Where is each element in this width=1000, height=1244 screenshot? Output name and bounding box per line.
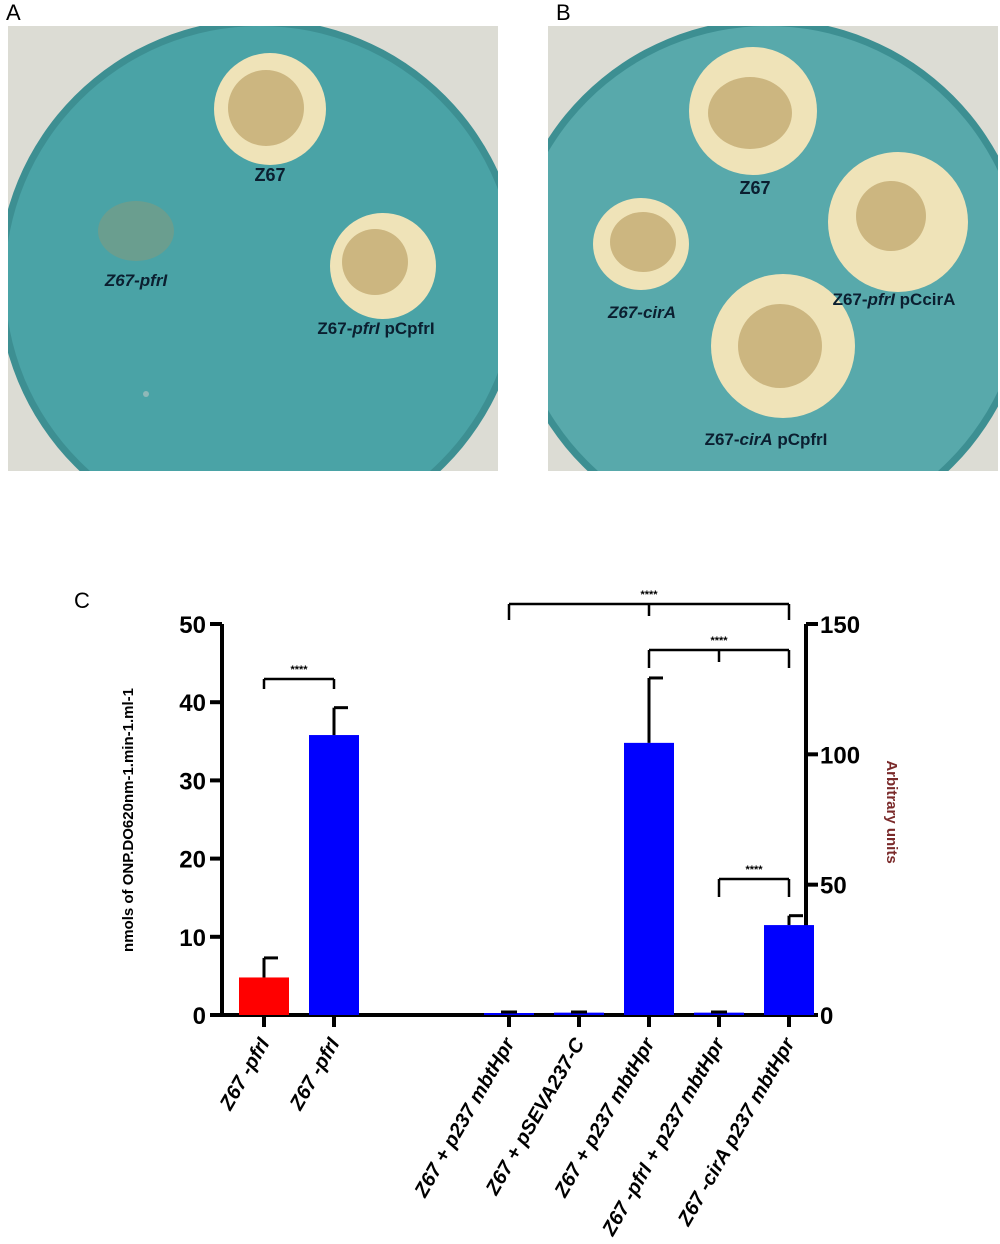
y-tick-label-left: 40 — [179, 690, 206, 717]
colony-z67-pfri — [98, 201, 174, 261]
significance-label: **** — [710, 635, 728, 647]
label-z67-pfri-a: Z67-pfrI — [104, 271, 169, 290]
bar — [624, 742, 674, 1015]
x-tick-label: Z67 -pfrI + p237 mbtHpr — [598, 1033, 730, 1240]
bar — [239, 977, 289, 1015]
colony-z67 — [214, 53, 326, 165]
y-tick-label-right: 0 — [820, 1003, 833, 1030]
y-axis-label-left: nmols of ONP.DO620nm-1.min-1.ml-1 — [120, 688, 137, 952]
label-z67-cira: Z67-cirA — [607, 303, 676, 322]
colony-z67-b — [689, 47, 817, 175]
colony-z67-pfri-pccira — [828, 152, 968, 292]
y-tick-label-right: 150 — [820, 612, 860, 639]
y-axis-label-right: Arbitrary units — [883, 760, 900, 863]
label-z67-cira-pcpfri: Z67-cirA pCpfrI — [705, 430, 828, 449]
x-tick-label: Z67 -pfrI — [215, 1034, 274, 1115]
bar — [309, 735, 359, 1015]
y-tick-label-right: 100 — [820, 742, 860, 769]
label-z67-b: Z67 — [739, 178, 770, 198]
bar — [554, 1012, 604, 1015]
y-tick-label-left: 30 — [179, 768, 206, 795]
label-z67-pfri-pcpfri: Z67-pfrI pCpfrI — [317, 319, 434, 338]
y-tick-label-right: 50 — [820, 873, 847, 900]
label-z67-pfri-pccira: Z67-pfrI pCcirA — [833, 290, 956, 309]
y-tick-label-left: 10 — [179, 925, 206, 952]
bar — [764, 925, 814, 1015]
label-z67-a: Z67 — [254, 165, 285, 185]
y-tick-label-left: 0 — [193, 1003, 206, 1030]
significance-label: **** — [640, 589, 658, 601]
y-tick-label-left: 20 — [179, 847, 206, 874]
significance-label: **** — [745, 864, 763, 876]
bar — [484, 1013, 534, 1015]
significance-label: **** — [290, 664, 308, 676]
colony-z67-cira — [593, 198, 689, 290]
x-tick-label: Z67 -pfrI — [285, 1034, 344, 1115]
panel-a-letter: A — [6, 0, 21, 25]
y-tick-label-left: 50 — [179, 612, 206, 639]
panel-c-letter: C — [74, 588, 90, 613]
x-tick-label: Z67 -cirA p237 mbtHpr — [673, 1033, 799, 1230]
panel-b-letter: B — [556, 0, 571, 25]
colony-z67-cira-pcpfri — [711, 274, 855, 418]
panel-b-plate: Z67 Z67-cirA Z67-pfrI pCcirA Z67-cirA pC… — [548, 26, 998, 471]
panel-a-plate: Z67 Z67-pfrI Z67-pfrI pCpfrI — [8, 26, 498, 471]
colony-z67-pfri-pcpfri — [330, 213, 436, 319]
bar — [694, 1012, 744, 1015]
